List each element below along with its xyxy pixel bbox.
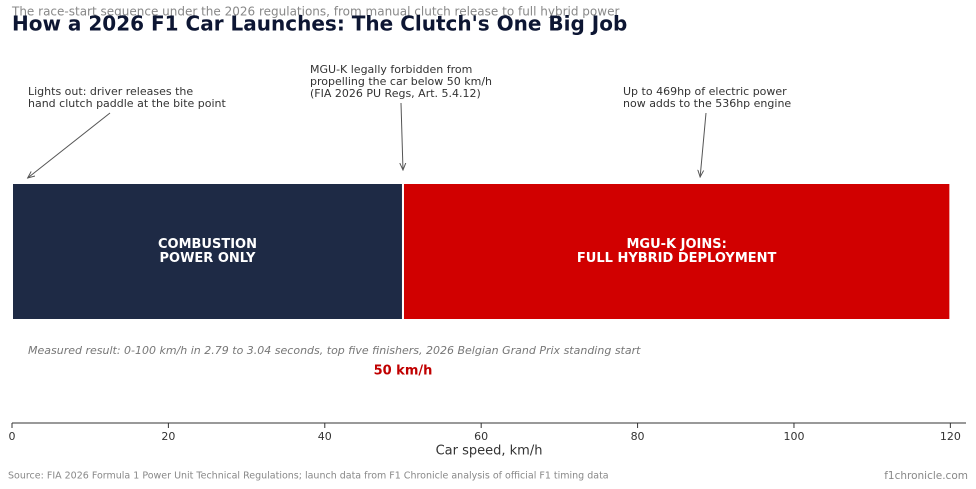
annotation: propelling the car below 50 km/h [310, 75, 492, 88]
x-tick-label: 40 [318, 430, 332, 443]
annotation-arrow [28, 112, 111, 178]
x-tick-label: 120 [940, 430, 961, 443]
x-tick-label: 80 [631, 430, 645, 443]
segment-label: MGU-K JOINS: [627, 237, 727, 252]
segment [401, 182, 952, 321]
x-tick-label: 60 [474, 430, 488, 443]
annotation: Lights out: driver releases the [28, 85, 193, 98]
annotation-arrow [401, 102, 403, 170]
annotation-arrow [700, 112, 707, 177]
annotation: hand clutch paddle at the bite point [28, 97, 227, 110]
x-tick-label: 100 [783, 430, 804, 443]
note: Measured result: 0-100 km/h in 2.79 to 3… [28, 344, 641, 357]
segment-label: COMBUSTION [158, 237, 257, 252]
annotation: Up to 469hp of electric power [623, 85, 787, 98]
x-tick-label: 0 [9, 430, 16, 443]
chart-title: How a 2026 F1 Car Launches: The Clutch's… [12, 12, 627, 36]
annotation: now adds to the 536hp engine [623, 97, 791, 110]
segment-label: POWER ONLY [160, 251, 257, 266]
chart-subtitle: The race-start sequence under the 2026 r… [11, 5, 619, 19]
annotation: MGU-K legally forbidden from [310, 63, 472, 76]
marker-label: 50 km/h [374, 364, 433, 379]
segment-label: FULL HYBRID DEPLOYMENT [577, 251, 777, 266]
x-axis-label: Car speed, km/h [436, 444, 543, 459]
annotation: (FIA 2026 PU Regs, Art. 5.4.12) [310, 87, 481, 100]
credit: f1chronicle.com [884, 470, 968, 482]
segment [11, 182, 404, 321]
x-tick-label: 20 [161, 430, 175, 443]
source: Source: FIA 2026 Formula 1 Power Unit Te… [8, 471, 609, 482]
